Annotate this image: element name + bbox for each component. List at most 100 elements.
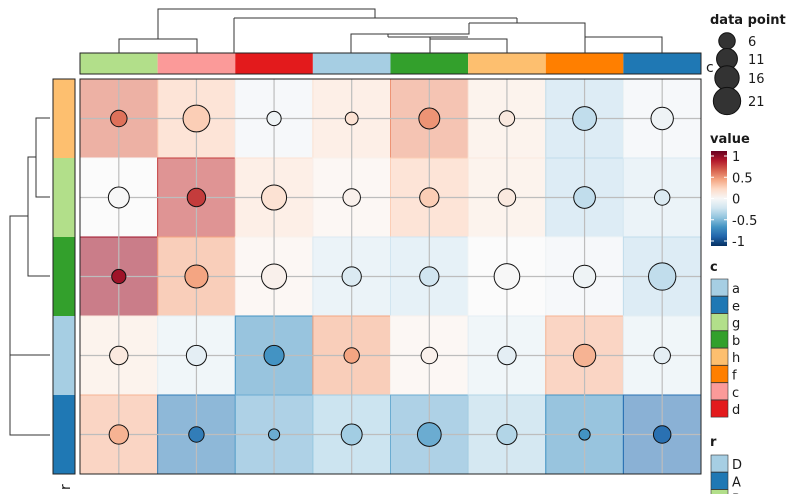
column-dendrogram-branch [429,38,508,53]
c-legend-key [710,278,729,297]
data-point [342,188,361,207]
column-annotation-cell [468,53,546,74]
c-legend-label: a [732,282,740,297]
column-annotation-cell [312,53,391,74]
c-legend-key [710,295,729,314]
size-legend: data point 6 11 16 21 [710,13,786,116]
column-annotation-cell [157,53,236,74]
data-point [578,428,591,441]
value-tick-label: 0 [732,193,740,208]
c-legend-key [710,399,729,418]
r-legend: r DA B [710,435,742,494]
data-point [184,264,209,289]
row-dendrogram-branch [9,215,50,436]
data-point [344,111,359,126]
column-annotation-border [79,52,702,75]
c-legend-key [710,330,729,349]
c-legend-label: c [732,386,739,401]
column-annotation-cell [623,53,701,74]
size-legend-label: 6 [748,35,756,50]
value-tick-label: 0.5 [732,171,753,186]
data-point [650,106,674,131]
data-point [108,424,129,445]
data-point [263,344,285,367]
data-point [111,268,127,285]
c-legend-key [710,382,729,401]
value-legend: value 1 0.5 0 -0.5 -1 [710,132,757,250]
value-tick-label: -0.5 [732,214,757,229]
value-tick-label: 1 [732,150,740,165]
data-point [419,266,440,287]
data-point [648,262,677,291]
column-annotation-cell [235,53,313,74]
c-legend-label: e [732,299,740,314]
row-annotation-cell [53,79,75,158]
column-dendrogram-branch [118,38,198,53]
data-point [419,187,440,208]
row-annotation-label: r [58,484,74,490]
c-legend-label: h [732,351,740,366]
r-legend-label: A [732,475,741,490]
data-point [653,346,671,365]
row-annotation-cell [53,316,75,395]
row-annotation-cell [53,395,75,474]
c-legend-label: b [732,334,740,349]
size-legend-label: 21 [748,95,765,110]
c-legend-label: d [732,403,740,418]
data-point [267,428,281,441]
data-point [182,104,211,133]
data-point [340,423,363,446]
column-dendrogram-branch [469,22,586,34]
size-legend-symbol [712,86,742,116]
row-annotation-cell [53,237,75,316]
r-legend-label: B [732,493,741,494]
r-legend-key [710,489,729,494]
row-dendrogram-branch [27,156,50,277]
data-point [572,106,597,131]
row-annotation-cell [53,158,75,237]
data-point [498,110,516,127]
data-point [110,109,128,128]
data-point [343,347,360,364]
row-annotation-bar [52,78,76,475]
data-point [186,187,207,208]
value-colorbar [711,151,727,246]
data-point [653,189,671,206]
r-legend-key [710,471,729,490]
c-legend-key [710,313,729,331]
heatmap-border [79,78,702,475]
data-point [497,345,517,366]
c-legend-key [710,347,729,366]
c-legend-label: f [732,369,737,384]
column-dendrogram [118,8,663,53]
data-point [188,426,205,443]
column-annotation-cell [80,53,158,74]
row-annotation-border [52,78,76,475]
r-legend-title: r [710,435,717,450]
column-annotation-cell [390,53,469,74]
value-legend-title: value [710,132,750,147]
r-legend-label: D [732,458,742,473]
data-point [573,186,596,209]
size-legend-label: 16 [748,72,765,87]
size-legend-symbol [714,65,740,91]
c-legend-title: c [710,260,718,275]
column-dendrogram-branch [157,8,376,39]
column-annotation-cell [545,53,624,74]
row-dendrogram-branch [35,117,50,198]
data-point [497,188,517,207]
data-point [493,263,521,290]
data-point [572,343,597,368]
column-dendrogram-branch [585,36,663,53]
data-point [261,263,288,290]
data-point [420,346,439,365]
data-point [341,266,362,287]
column-annotation-bar [79,52,702,75]
data-point [416,422,442,447]
data-point [261,184,288,211]
data-point [572,264,597,289]
column-dendrogram-branch [350,23,470,53]
data-points [107,104,677,447]
